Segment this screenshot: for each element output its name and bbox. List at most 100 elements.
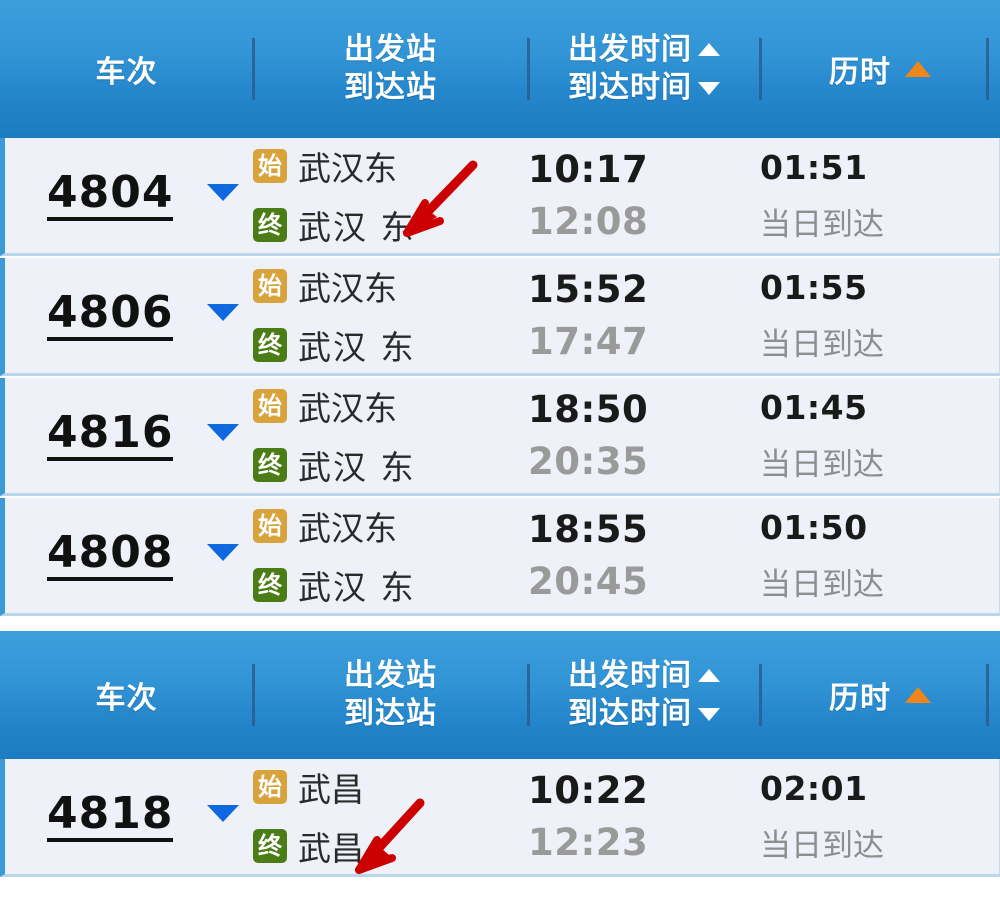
arrival-station-name: 武汉 东 bbox=[298, 208, 416, 247]
cell-stations: 始 武汉东 终 武汉 东 bbox=[253, 498, 528, 613]
end-station-badge: 终 bbox=[253, 568, 287, 602]
cell-train-no: 4804 bbox=[5, 138, 253, 253]
column-header-stations[interactable]: 出发站 到达站 bbox=[253, 631, 528, 759]
departure-time: 10:22 bbox=[528, 769, 649, 812]
column-header-depart-time-label: 出发时间 bbox=[568, 657, 692, 693]
end-station-badge: 终 bbox=[253, 328, 287, 362]
column-header-times[interactable]: 出发时间 到达时间 bbox=[528, 0, 760, 138]
train-no-link[interactable]: 4806 bbox=[47, 289, 174, 342]
cell-duration: 01:45 当日到达 bbox=[760, 378, 999, 493]
column-header-train-no[interactable]: 车次 bbox=[0, 0, 253, 138]
table-row[interactable]: 4806 始 武汉东 终 武汉 东 bbox=[0, 258, 1000, 376]
chevron-down-icon[interactable] bbox=[207, 805, 240, 822]
start-station-badge: 始 bbox=[253, 269, 287, 303]
train-table-1: 车次 出发站 到达站 出发时间 到达时间 bbox=[0, 0, 1000, 616]
table-body-1: 4804 始 武汉东 终 武汉 东 bbox=[0, 138, 1000, 616]
cell-duration: 01:50 当日到达 bbox=[760, 498, 999, 613]
cell-duration: 01:51 当日到达 bbox=[760, 138, 999, 253]
column-header-from-label: 出发站 bbox=[344, 657, 437, 693]
departure-station-name: 武汉东 bbox=[298, 269, 397, 308]
cell-stations: 始 武汉东 终 武汉 东 bbox=[253, 138, 528, 253]
column-header-duration[interactable]: 历时 bbox=[760, 0, 1000, 138]
caret-up-icon[interactable] bbox=[698, 669, 720, 683]
arrival-day-note: 当日到达 bbox=[760, 827, 884, 864]
cell-times: 18:55 20:45 bbox=[528, 498, 760, 613]
departure-station-name: 武昌 bbox=[298, 770, 364, 809]
table-header-2: 车次 出发站 到达站 出发时间 到达时间 bbox=[0, 631, 1000, 759]
column-header-duration-label: 历时 bbox=[829, 55, 891, 90]
start-station-badge: 始 bbox=[253, 509, 287, 543]
arrival-time: 12:23 bbox=[528, 821, 649, 864]
caret-up-icon[interactable] bbox=[698, 43, 720, 57]
row-separator bbox=[0, 496, 1000, 498]
chevron-down-icon[interactable] bbox=[207, 544, 240, 561]
duration-value: 02:01 bbox=[760, 768, 868, 808]
cell-train-no: 4816 bbox=[5, 378, 253, 493]
column-header-arrive-time-label: 到达时间 bbox=[568, 70, 692, 105]
start-station-badge: 始 bbox=[253, 389, 287, 423]
row-separator bbox=[0, 256, 1000, 258]
cell-times: 18:50 20:35 bbox=[528, 378, 760, 493]
caret-up-orange-icon[interactable] bbox=[905, 687, 931, 703]
departure-station-name: 武汉东 bbox=[298, 509, 397, 548]
arrival-time: 12:08 bbox=[528, 200, 649, 243]
column-header-train-no-label: 车次 bbox=[95, 55, 158, 90]
end-station-badge: 终 bbox=[253, 448, 287, 482]
table-row[interactable]: 4804 始 武汉东 终 武汉 东 bbox=[0, 138, 1000, 256]
cell-stations: 始 武昌 终 武昌 bbox=[253, 759, 528, 874]
table-row[interactable]: 4818 始 武昌 终 武昌 bbox=[0, 759, 1000, 877]
header-divider bbox=[986, 664, 989, 726]
start-station-badge: 始 bbox=[253, 149, 287, 183]
train-no-link[interactable]: 4808 bbox=[47, 529, 174, 582]
column-header-duration[interactable]: 历时 bbox=[760, 631, 1000, 759]
duration-value: 01:45 bbox=[760, 387, 868, 427]
column-header-train-no-label: 车次 bbox=[95, 681, 158, 716]
cell-times: 15:52 17:47 bbox=[528, 258, 760, 373]
train-no-link[interactable]: 4804 bbox=[47, 169, 174, 222]
column-header-to-label: 到达站 bbox=[344, 696, 437, 731]
duration-value: 01:55 bbox=[760, 267, 868, 307]
cell-duration: 02:01 当日到达 bbox=[760, 759, 999, 874]
column-header-stations[interactable]: 出发站 到达站 bbox=[253, 0, 528, 138]
chevron-down-icon[interactable] bbox=[207, 424, 240, 441]
cell-train-no: 4808 bbox=[5, 498, 253, 613]
table-body-2: 4818 始 武昌 终 武昌 bbox=[0, 759, 1000, 877]
cell-train-no: 4818 bbox=[5, 759, 253, 874]
table-row[interactable]: 4816 始 武汉东 终 武汉 东 bbox=[0, 378, 1000, 496]
arrival-station-name: 武昌 bbox=[298, 829, 364, 868]
row-separator bbox=[0, 376, 1000, 378]
arrival-time: 20:35 bbox=[528, 440, 649, 483]
chevron-down-icon[interactable] bbox=[207, 184, 240, 201]
column-header-from-label: 出发站 bbox=[344, 31, 437, 67]
arrival-station-name: 武汉 东 bbox=[298, 448, 416, 487]
caret-down-icon[interactable] bbox=[698, 707, 720, 721]
departure-time: 18:55 bbox=[528, 508, 649, 551]
cell-stations: 始 武汉东 终 武汉 东 bbox=[253, 378, 528, 493]
arrival-day-note: 当日到达 bbox=[760, 446, 884, 483]
header-divider bbox=[252, 38, 255, 100]
departure-station-name: 武汉东 bbox=[298, 149, 397, 188]
caret-up-orange-icon[interactable] bbox=[905, 61, 931, 77]
caret-down-icon[interactable] bbox=[698, 81, 720, 95]
header-divider bbox=[759, 38, 762, 100]
table-header-1: 车次 出发站 到达站 出发时间 到达时间 bbox=[0, 0, 1000, 138]
start-station-badge: 始 bbox=[253, 770, 287, 804]
arrival-time: 17:47 bbox=[528, 320, 649, 363]
departure-time: 18:50 bbox=[528, 388, 649, 431]
departure-time: 15:52 bbox=[528, 268, 649, 311]
train-no-link[interactable]: 4816 bbox=[47, 409, 174, 462]
column-header-train-no[interactable]: 车次 bbox=[0, 631, 253, 759]
arrival-day-note: 当日到达 bbox=[760, 326, 884, 363]
train-table-2: 车次 出发站 到达站 出发时间 到达时间 bbox=[0, 631, 1000, 877]
train-no-link[interactable]: 4818 bbox=[47, 790, 174, 843]
section-gap bbox=[0, 616, 1000, 631]
table-row[interactable]: 4808 始 武汉东 终 武汉 东 bbox=[0, 498, 1000, 616]
column-header-times[interactable]: 出发时间 到达时间 bbox=[528, 631, 760, 759]
chevron-down-icon[interactable] bbox=[207, 304, 240, 321]
cell-times: 10:22 12:23 bbox=[528, 759, 760, 874]
arrival-time: 20:45 bbox=[528, 560, 649, 603]
header-divider bbox=[252, 664, 255, 726]
arrival-day-note: 当日到达 bbox=[760, 206, 884, 243]
arrival-station-name: 武汉 东 bbox=[298, 568, 416, 607]
